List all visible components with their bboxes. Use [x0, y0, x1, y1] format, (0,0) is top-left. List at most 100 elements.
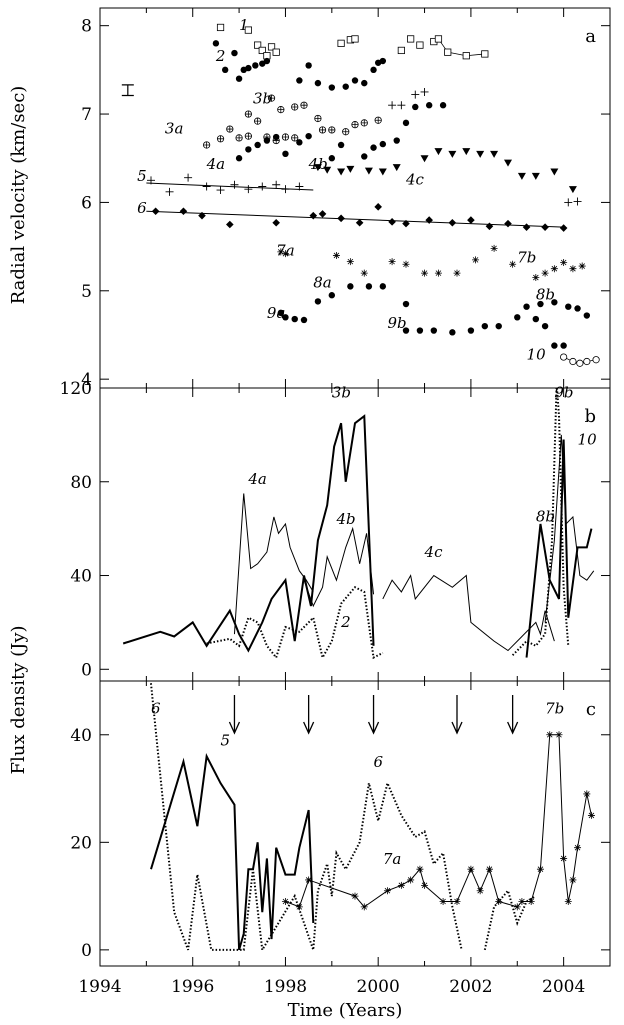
data-point — [541, 223, 549, 231]
series-label: 3b — [332, 383, 351, 401]
data-point — [272, 133, 280, 141]
data-point — [212, 40, 220, 47]
data-point — [360, 119, 368, 127]
y-tick-label: 80 — [70, 473, 92, 493]
data-point — [407, 35, 415, 43]
data-point — [560, 353, 568, 361]
arrow-marker — [303, 695, 315, 735]
data-point — [365, 283, 373, 290]
data-point — [314, 114, 322, 122]
y-tick-label: 0 — [81, 660, 92, 680]
series-label: 6 — [374, 753, 384, 771]
plot-frame — [99, 387, 611, 682]
data-point — [328, 155, 336, 162]
data-point — [393, 137, 400, 144]
data-point — [295, 182, 304, 191]
x-tick-label: 2004 — [542, 977, 585, 997]
data-point — [267, 94, 276, 102]
data-point — [370, 144, 377, 151]
data-point — [360, 903, 368, 911]
data-point — [402, 260, 410, 268]
data-point — [244, 132, 252, 140]
data-point — [216, 23, 225, 32]
data-point — [513, 903, 521, 911]
data-point — [434, 269, 442, 277]
data-point — [226, 220, 234, 229]
arrow-marker — [367, 695, 380, 735]
series-label: 2 — [340, 613, 351, 631]
arrow-marker — [451, 695, 463, 735]
data-point — [351, 35, 359, 43]
data-point — [281, 897, 289, 905]
data-point — [504, 159, 512, 167]
data-point — [379, 57, 387, 65]
data-point — [346, 165, 355, 173]
data-point — [337, 214, 345, 223]
series-label: 2 — [215, 47, 226, 65]
data-point — [258, 46, 266, 55]
data-point — [388, 218, 396, 226]
data-point — [370, 66, 377, 74]
data-point — [235, 75, 243, 82]
series-label: 10 — [578, 430, 598, 448]
fit-line — [146, 210, 564, 228]
data-point — [434, 148, 443, 156]
data-point — [291, 315, 298, 323]
panel-letter: c — [586, 699, 596, 720]
data-point — [305, 132, 312, 140]
x-tick-label: 1996 — [171, 977, 214, 997]
panel-b-flux-density: 0 40 80 120 b 4a 3b 4b 2 4c 9b 10 8b — [60, 379, 611, 682]
data-point — [537, 300, 544, 308]
x-tick-label: 1998 — [264, 977, 307, 997]
data-point — [412, 103, 419, 111]
panel-letter: b — [584, 406, 596, 427]
data-point — [296, 139, 303, 146]
series-label: 1 — [239, 16, 249, 34]
data-point — [337, 168, 346, 176]
series-label: 9a — [267, 304, 286, 322]
series-label: 9b — [554, 383, 573, 401]
series-label: 4a — [206, 155, 226, 173]
data-point — [485, 865, 493, 873]
y-tick-label: 4 — [81, 370, 92, 390]
data-point — [361, 153, 368, 160]
data-point — [518, 897, 526, 905]
data-point — [564, 897, 572, 905]
data-point — [495, 322, 502, 330]
data-point — [430, 327, 438, 334]
data-point — [574, 844, 582, 852]
data-point — [314, 79, 322, 87]
y-tick-label: 20 — [70, 833, 92, 853]
data-point — [559, 224, 568, 232]
y-tick-label: 6 — [81, 193, 92, 213]
data-point — [282, 314, 289, 321]
series-line — [382, 574, 555, 652]
data-point — [281, 250, 289, 258]
data-point — [337, 141, 345, 149]
data-point — [179, 207, 188, 216]
data-point — [374, 203, 382, 211]
series-line — [525, 439, 593, 658]
plot-frame — [99, 680, 611, 967]
data-point — [328, 84, 336, 91]
data-point — [281, 185, 290, 194]
data-point — [291, 134, 299, 142]
data-point — [235, 155, 243, 162]
series-label: 9b — [387, 314, 406, 332]
y-tick-label: 8 — [81, 17, 92, 37]
series-label: 5 — [137, 167, 147, 185]
series-line — [303, 526, 375, 608]
series-label: 7b — [545, 699, 564, 717]
series-line — [122, 414, 375, 653]
data-point — [309, 211, 318, 220]
series-label: 7a — [383, 850, 402, 868]
data-point — [361, 79, 368, 87]
x-tick-label: 2000 — [357, 977, 400, 997]
data-point — [184, 173, 193, 182]
data-point — [254, 41, 262, 49]
series-label: 8b — [536, 286, 555, 304]
data-point — [402, 327, 410, 334]
data-point — [397, 881, 405, 889]
series-line — [149, 681, 463, 953]
data-point — [453, 269, 461, 277]
